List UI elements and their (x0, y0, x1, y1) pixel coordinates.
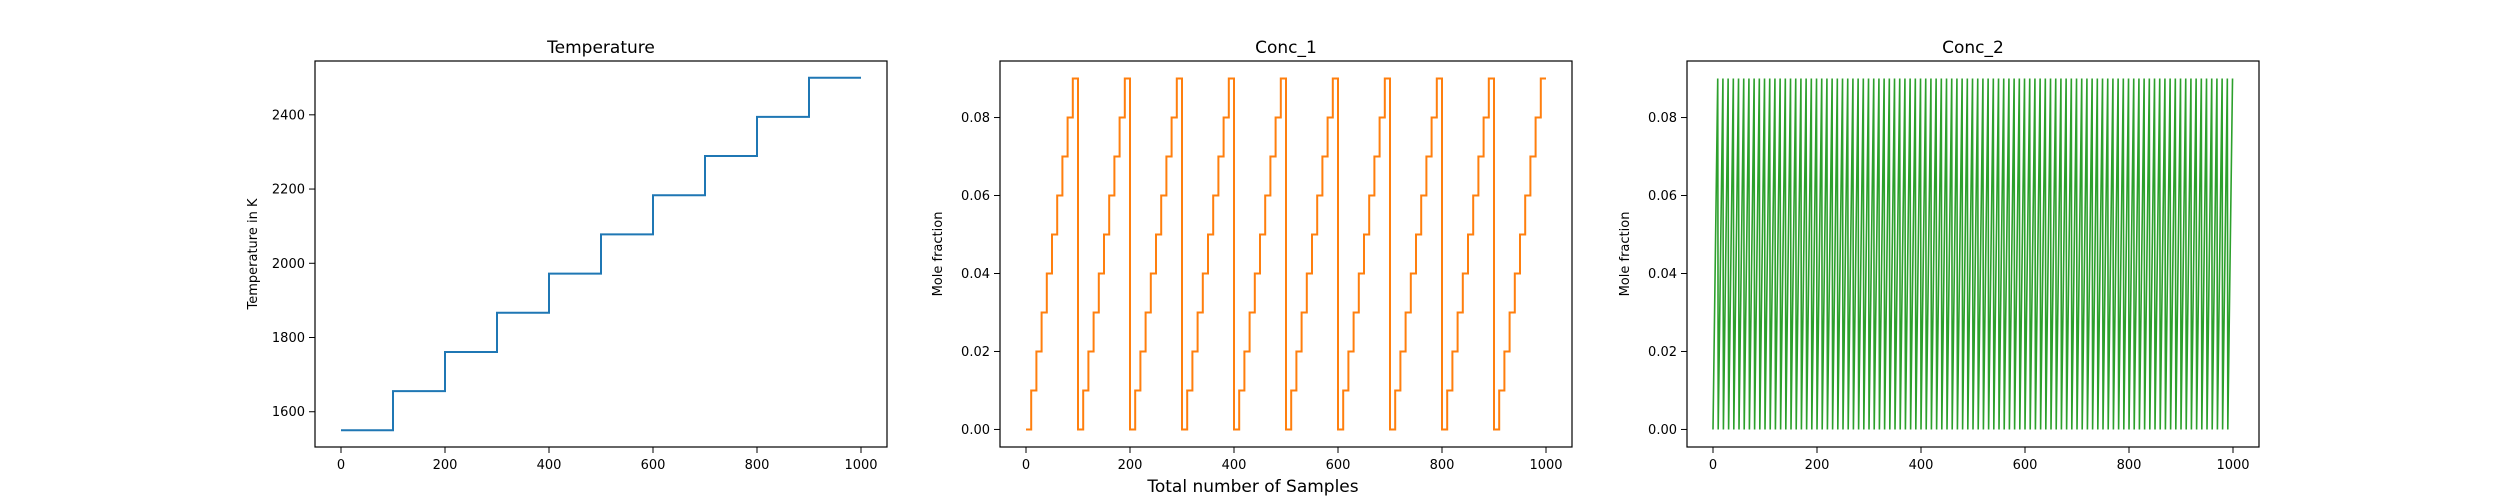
y-tick-label: 0.02 (1648, 345, 1677, 360)
x-tick-label: 1000 (844, 458, 877, 473)
y-axis-label: Mole fraction (1618, 212, 1633, 297)
x-tick-label: 200 (433, 458, 458, 473)
chart-panel-2: Conc_1 Mole fraction 0 200 400 600 800 1000 0.00… (931, 38, 1573, 473)
series-line (341, 76, 861, 432)
y-tick-label: 1600 (272, 405, 305, 420)
x-tick-label: 600 (1326, 458, 1351, 473)
x-tick-label: 400 (1909, 458, 1934, 473)
x-tick-label: 1000 (1529, 458, 1562, 473)
plot-frame (999, 60, 1573, 448)
x-tick-label: 0 (1709, 458, 1717, 473)
y-tick-label: 0.00 (1648, 423, 1677, 438)
x-tick-label: 600 (2013, 458, 2038, 473)
series-line (1026, 77, 1546, 431)
x-tick-label: 800 (745, 458, 770, 473)
y-tick-label: 2000 (272, 257, 305, 272)
chart-title: Conc_2 (1942, 38, 2004, 58)
y-tick-label: 2200 (272, 183, 305, 198)
y-tick-label: 0.06 (1648, 189, 1677, 204)
y-tick-label: 1800 (272, 331, 305, 346)
x-tick-label: 1000 (2216, 458, 2249, 473)
y-tick-label: 0.02 (961, 345, 990, 360)
chart-title: Conc_1 (1255, 38, 1317, 58)
x-tick-label: 0 (1022, 458, 1030, 473)
chart-panel-1: Temperature Temperature in K 0 200 400 600 800… (246, 38, 888, 473)
y-axis-label: Temperature in K (246, 198, 261, 310)
x-tick-label: 800 (2117, 458, 2142, 473)
figure-x-axis-label: Total number of Samples (1146, 477, 1358, 497)
x-tick-label: 400 (537, 458, 562, 473)
y-tick-label: 2400 (272, 108, 305, 123)
y-tick-label: 0.00 (961, 423, 990, 438)
x-tick-label: 200 (1805, 458, 1830, 473)
series-line (1712, 78, 2234, 430)
plot-frame (1686, 60, 2260, 448)
y-tick-label: 0.04 (961, 267, 990, 282)
x-tick-label: 200 (1118, 458, 1143, 473)
x-tick-label: 600 (641, 458, 666, 473)
y-tick-label: 0.04 (1648, 267, 1677, 282)
y-axis-label: Mole fraction (931, 212, 946, 297)
y-tick-label: 0.08 (1648, 111, 1677, 126)
y-tick-label: 0.06 (961, 189, 990, 204)
chart-title: Temperature (546, 38, 655, 58)
x-tick-label: 0 (337, 458, 345, 473)
chart-panel-3: Conc_2 Mole fraction 0 200 400 600 800 1000 0.00… (1618, 38, 2260, 473)
x-tick-label: 800 (1430, 458, 1455, 473)
plot-frame (314, 60, 888, 448)
x-tick-label: 400 (1222, 458, 1247, 473)
y-tick-label: 0.08 (961, 111, 990, 126)
